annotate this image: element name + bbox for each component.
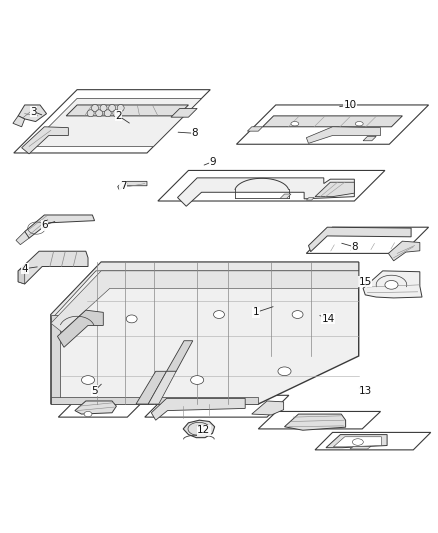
Text: 1: 1: [253, 308, 259, 317]
Text: 5: 5: [91, 386, 98, 396]
Circle shape: [113, 110, 120, 117]
Polygon shape: [16, 231, 29, 245]
Ellipse shape: [355, 122, 363, 126]
Polygon shape: [18, 105, 46, 122]
Polygon shape: [306, 227, 428, 253]
Polygon shape: [166, 341, 193, 372]
Polygon shape: [252, 401, 284, 415]
Polygon shape: [183, 420, 215, 438]
Polygon shape: [13, 116, 25, 127]
Text: 6: 6: [41, 220, 48, 230]
Text: 14: 14: [321, 314, 335, 324]
Polygon shape: [350, 446, 371, 449]
Polygon shape: [247, 127, 263, 131]
Polygon shape: [326, 434, 387, 448]
Polygon shape: [280, 194, 291, 198]
Polygon shape: [21, 127, 68, 154]
Text: 8: 8: [351, 242, 358, 252]
Ellipse shape: [353, 439, 363, 445]
Circle shape: [92, 104, 99, 111]
Polygon shape: [363, 271, 422, 298]
Text: 3: 3: [30, 107, 37, 117]
Polygon shape: [333, 437, 381, 447]
Polygon shape: [363, 136, 376, 141]
Polygon shape: [177, 178, 354, 206]
Ellipse shape: [84, 411, 92, 417]
Circle shape: [95, 110, 102, 117]
Polygon shape: [18, 266, 25, 284]
Polygon shape: [389, 241, 420, 261]
Polygon shape: [136, 372, 166, 404]
Ellipse shape: [191, 376, 204, 384]
Text: 9: 9: [209, 157, 216, 167]
Text: 2: 2: [115, 111, 122, 121]
Polygon shape: [51, 398, 258, 404]
Circle shape: [104, 110, 111, 117]
Ellipse shape: [292, 311, 303, 318]
Polygon shape: [171, 108, 197, 117]
Text: 15: 15: [359, 277, 372, 287]
Polygon shape: [57, 310, 103, 348]
Ellipse shape: [385, 280, 398, 289]
Polygon shape: [151, 398, 245, 420]
Polygon shape: [25, 215, 95, 238]
Polygon shape: [285, 414, 346, 430]
Polygon shape: [14, 90, 210, 153]
Polygon shape: [263, 116, 403, 127]
Polygon shape: [51, 314, 60, 404]
Polygon shape: [51, 262, 359, 404]
Polygon shape: [145, 395, 289, 417]
Polygon shape: [66, 105, 188, 116]
Polygon shape: [315, 432, 431, 450]
Polygon shape: [306, 198, 314, 200]
Polygon shape: [18, 251, 88, 284]
Text: 13: 13: [359, 386, 372, 396]
Polygon shape: [306, 127, 381, 143]
Text: 7: 7: [120, 181, 126, 191]
Polygon shape: [237, 105, 428, 144]
Circle shape: [87, 110, 94, 117]
Ellipse shape: [291, 122, 299, 126]
Ellipse shape: [126, 315, 137, 323]
Ellipse shape: [81, 376, 95, 384]
Polygon shape: [75, 401, 117, 414]
Polygon shape: [51, 262, 359, 320]
Circle shape: [117, 104, 124, 111]
Polygon shape: [258, 411, 381, 429]
Circle shape: [109, 104, 116, 111]
Text: 12: 12: [197, 425, 210, 435]
Polygon shape: [58, 400, 145, 417]
Ellipse shape: [278, 367, 291, 376]
Polygon shape: [308, 227, 411, 252]
Polygon shape: [158, 171, 385, 201]
Text: 10: 10: [343, 100, 357, 110]
Polygon shape: [51, 271, 359, 332]
Text: 4: 4: [21, 264, 28, 273]
Polygon shape: [118, 181, 147, 190]
Text: 8: 8: [192, 128, 198, 139]
Circle shape: [100, 104, 107, 111]
Polygon shape: [148, 372, 176, 404]
Polygon shape: [315, 182, 354, 197]
Ellipse shape: [214, 311, 224, 318]
Polygon shape: [29, 99, 201, 147]
